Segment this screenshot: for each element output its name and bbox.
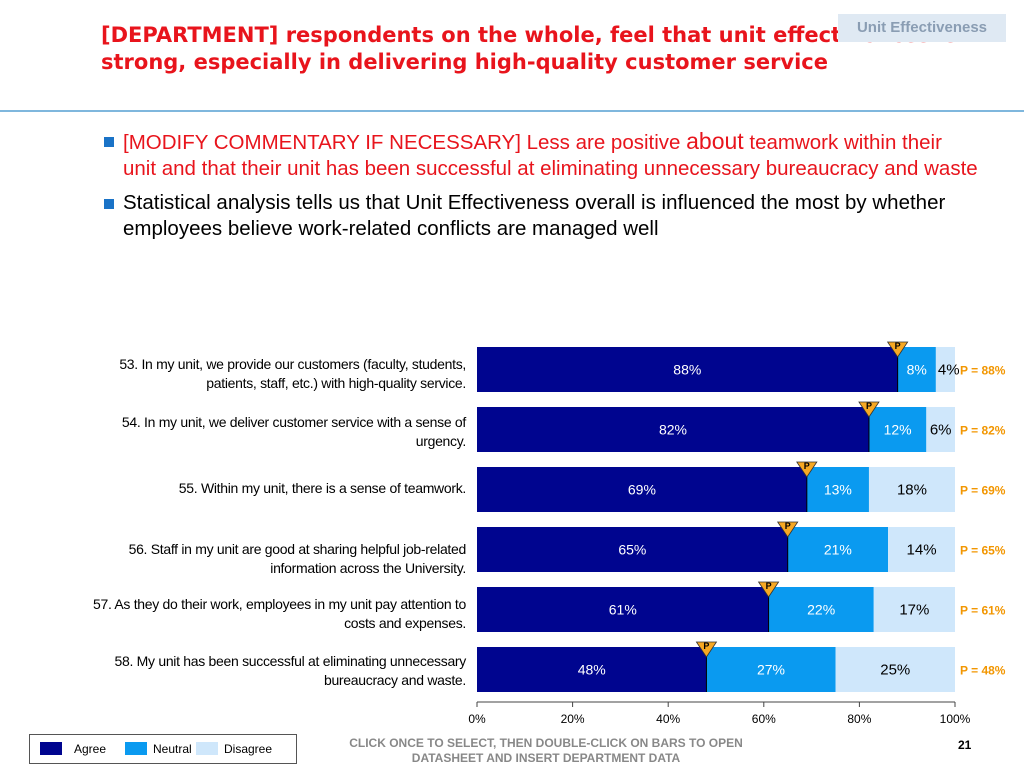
x-tick-label: 0% (468, 712, 486, 726)
p-label-q57: P = 61% (960, 604, 1006, 618)
page-number: 21 (958, 738, 972, 752)
marker-label-q58: P (703, 641, 709, 651)
bar-label-neutral-q56: 21% (824, 542, 852, 558)
bar-disagree-q55[interactable] (868, 467, 955, 512)
bar-agree-q58[interactable] (477, 647, 707, 692)
marker-triangle-q58 (695, 641, 718, 658)
footer-instruction: CLICK ONCE TO SELECT, THEN DOUBLE-CLICK … (349, 736, 743, 765)
question-label-54: 54. In my unit, we deliver customer serv… (121, 414, 466, 449)
marker-label-q53: P (895, 341, 901, 351)
bar-neutral-q53[interactable] (897, 347, 936, 392)
legend-label-disagree: Disagree (224, 742, 273, 756)
marker-label-q55: P (804, 461, 810, 471)
marker-triangle-q54 (858, 401, 880, 418)
question-label-56: 56. Staff in my unit are good at sharing… (128, 541, 467, 576)
x-tick-label: 40% (656, 712, 680, 726)
bullet-text-pre: [MODIFY COMMENTARY IF NECESSARY] Less ar… (123, 131, 687, 154)
bullet-square-icon (104, 199, 114, 209)
page-title: [DEPARTMENT] respondents on the whole, f… (101, 23, 958, 74)
bar-label-disagree-q56: 14% (907, 542, 937, 559)
bar-neutral-q55[interactable] (806, 467, 869, 512)
legend-swatch-agree (40, 742, 62, 755)
marker-label-q57: P (766, 581, 772, 591)
bar-label-agree-q57: 61% (609, 602, 637, 618)
bullet-text: Statistical analysis tells us that Unit … (123, 191, 946, 240)
section-tag: Unit Effectiveness (838, 14, 1006, 42)
bar-label-disagree-q58: 25% (880, 662, 910, 679)
p-label-q55: P = 69% (960, 484, 1006, 498)
p-label-q56: P = 65% (960, 544, 1006, 558)
bar-disagree-q54[interactable] (926, 407, 955, 452)
bar-label-agree-q54: 82% (659, 422, 687, 438)
bullet-square-icon (104, 137, 114, 147)
bar-label-neutral-q53: 8% (907, 362, 927, 378)
bar-label-neutral-q58: 27% (757, 662, 785, 678)
bar-label-disagree-q54: 6% (930, 422, 952, 439)
bar-disagree-q58[interactable] (835, 647, 956, 692)
marker-triangle-q56 (776, 521, 799, 538)
question-label-58: 58. My unit has been successful at elimi… (114, 653, 467, 688)
question-label-57: 57. As they do their work, employees in … (92, 596, 466, 631)
bar-neutral-q58[interactable] (706, 647, 836, 692)
marker-triangle-q55 (796, 461, 818, 478)
commentary-bullets: [MODIFY COMMENTARY IF NECESSARY] Less ar… (100, 128, 980, 250)
title-divider (0, 110, 1024, 112)
bar-label-agree-q56: 65% (618, 542, 646, 558)
bar-disagree-q53[interactable] (935, 347, 955, 392)
marker-triangle-q57 (757, 581, 780, 598)
question-label-53: 53. In my unit, we provide our customers… (119, 356, 466, 391)
bar-label-disagree-q53: 4% (938, 362, 960, 379)
bar-label-agree-q55: 69% (628, 482, 656, 498)
p-label-q58: P = 48% (960, 664, 1006, 678)
question-label-55: 55. Within my unit, there is a sense of … (178, 480, 467, 496)
bullet-modify-commentary: [MODIFY COMMENTARY IF NECESSARY] Less ar… (100, 128, 980, 182)
bar-label-neutral-q55: 13% (824, 482, 852, 498)
bar-agree-q54[interactable] (477, 407, 869, 452)
bar-label-neutral-q54: 12% (884, 422, 912, 438)
p-label-q53: P = 88% (960, 364, 1006, 378)
legend-swatch-neutral (125, 742, 147, 755)
p-label-q54: P = 82% (960, 424, 1006, 438)
bar-label-disagree-q55: 18% (897, 482, 927, 499)
bar-disagree-q56[interactable] (888, 527, 955, 572)
bullet-text-emphasis: about (686, 128, 744, 154)
x-tick-label: 100% (940, 712, 971, 726)
bar-label-agree-q58: 48% (578, 662, 606, 678)
bar-label-disagree-q57: 17% (899, 602, 929, 619)
legend-swatch-disagree (196, 742, 218, 755)
marker-label-q54: P (866, 401, 872, 411)
bar-neutral-q57[interactable] (768, 587, 874, 632)
bar-label-agree-q53: 88% (673, 362, 701, 378)
x-tick-label: 60% (752, 712, 776, 726)
bar-label-neutral-q57: 22% (807, 602, 835, 618)
bar-neutral-q54[interactable] (868, 407, 927, 452)
marker-label-q56: P (785, 521, 791, 531)
chart-legend: Agree Neutral Disagree (29, 734, 297, 764)
bar-agree-q53[interactable] (477, 347, 898, 392)
x-tick-label: 80% (847, 712, 871, 726)
bar-agree-q57[interactable] (477, 587, 769, 632)
bar-disagree-q57[interactable] (873, 587, 955, 632)
legend-label-neutral: Neutral (153, 742, 192, 756)
bar-neutral-q56[interactable] (787, 527, 889, 572)
bar-agree-q55[interactable] (477, 467, 807, 512)
bullet-statistical-analysis: Statistical analysis tells us that Unit … (100, 190, 980, 242)
x-tick-label: 20% (561, 712, 585, 726)
marker-triangle-q53 (886, 341, 909, 358)
bullet-text-post: teamwork within their unit and that thei… (123, 131, 978, 180)
bar-agree-q56[interactable] (477, 527, 788, 572)
legend-label-agree: Agree (74, 742, 107, 756)
